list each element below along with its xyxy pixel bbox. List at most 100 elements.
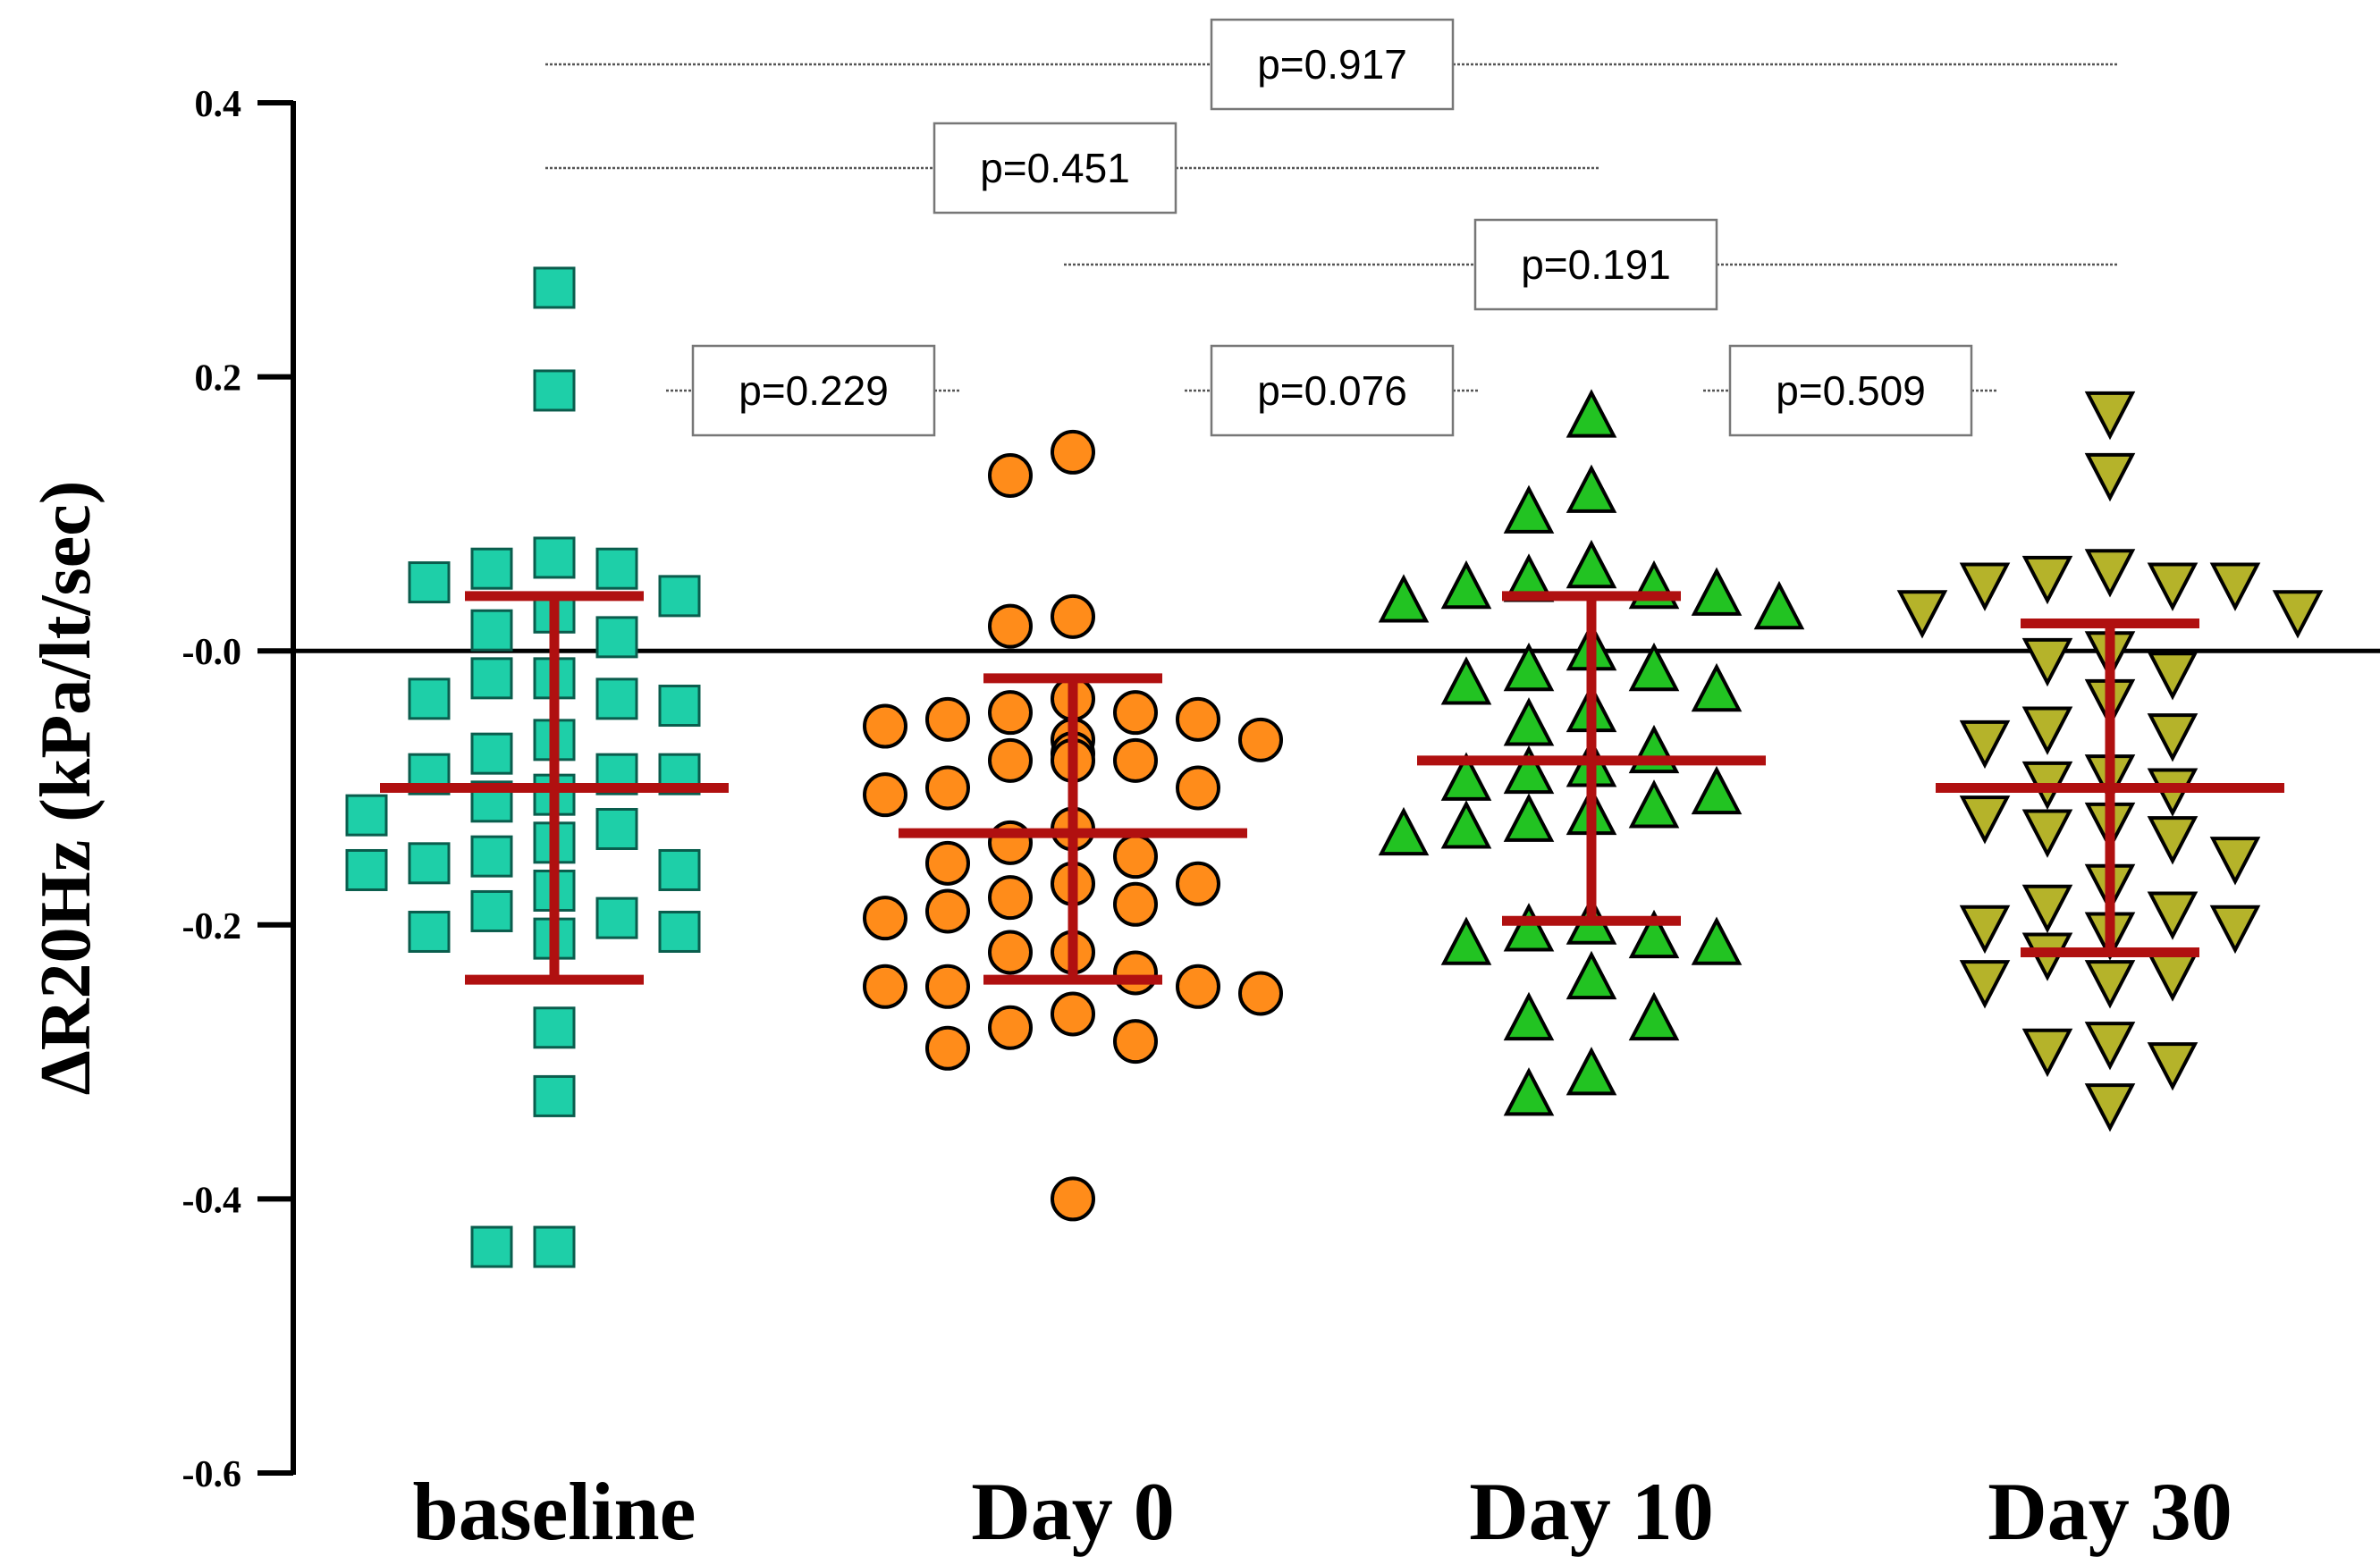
day-30-point xyxy=(1896,590,1948,639)
day-30-point xyxy=(2272,590,2324,639)
day-30-point xyxy=(2084,1022,2136,1071)
baseline-point xyxy=(658,910,701,953)
baseline-point xyxy=(533,369,576,412)
day-10-point xyxy=(1691,916,1743,965)
day-10-point xyxy=(1440,800,1492,849)
day-0-point xyxy=(1176,696,1220,742)
day-10-point xyxy=(1440,656,1492,705)
baseline-point xyxy=(533,1074,576,1117)
baseline-point xyxy=(345,848,388,891)
day-0-point xyxy=(863,772,907,818)
day-0-point xyxy=(1176,964,1220,1009)
baseline-point xyxy=(533,1006,576,1049)
y-axis-title: ΔR20Hz (kPa/lt/sec) xyxy=(27,481,105,1096)
day-10-point xyxy=(1628,779,1680,829)
baseline-point xyxy=(470,609,513,652)
day-0-point xyxy=(988,603,1033,649)
p-value-label: p=0.191 xyxy=(1521,241,1671,288)
day-30-point xyxy=(2147,713,2199,762)
day-0-point xyxy=(1051,991,1095,1037)
baseline-point xyxy=(408,910,451,953)
baseline-point xyxy=(533,1225,576,1268)
y-tick-label: 0.2 xyxy=(195,358,242,400)
baseline-point xyxy=(533,266,576,309)
day-10-point xyxy=(1503,1067,1555,1116)
day-10-point xyxy=(1503,903,1555,952)
p-value-label: p=0.229 xyxy=(738,367,889,414)
day-30-point xyxy=(2147,562,2199,611)
day-30-point xyxy=(1959,960,2011,1009)
day-0-point xyxy=(1238,717,1283,762)
day-30-point xyxy=(2021,555,2073,605)
day-0-point xyxy=(1113,881,1158,927)
day-0-point xyxy=(925,964,970,1009)
day-30-point xyxy=(2021,809,2073,858)
day-30-point xyxy=(2147,891,2199,940)
category-label-day-0: Day 0 xyxy=(971,1466,1174,1557)
baseline-point xyxy=(658,575,701,618)
day-10-point xyxy=(1566,1047,1617,1096)
day-10-point xyxy=(1503,484,1555,534)
day-30-point xyxy=(2021,884,2073,934)
p-value-box xyxy=(1473,218,1718,311)
p-value-box xyxy=(1728,344,1973,437)
day-0-point xyxy=(1113,1019,1158,1065)
day-10-point xyxy=(1566,389,1617,438)
baseline-point xyxy=(470,835,513,878)
day-10-point xyxy=(1440,916,1492,965)
comparison-brackets: p=0.917 p=0.451 p=0.191 p=0.229 p=0.076 p=0.5… xyxy=(545,18,2119,437)
day-10-point xyxy=(1691,765,1743,815)
day-0-point xyxy=(925,888,970,934)
day-30-point xyxy=(2084,452,2136,502)
day-10-point xyxy=(1503,642,1555,692)
day-30-point xyxy=(1959,720,2011,770)
day-10-point xyxy=(1440,560,1492,610)
day-0-point xyxy=(1176,765,1220,811)
day-0-point xyxy=(1176,861,1220,906)
p-value-box xyxy=(1210,18,1455,111)
baseline-point xyxy=(658,685,701,728)
p-value-box xyxy=(691,344,936,437)
baseline-point xyxy=(470,732,513,775)
day-30-point xyxy=(1959,562,2011,611)
day-30-point xyxy=(2147,652,2199,701)
y-tick-label: -0.6 xyxy=(182,1454,242,1495)
baseline-point xyxy=(470,547,513,590)
y-axis: 0.4 0.2 -0.0 -0.2 -0.4 -0.6 ΔR20Hz (kPa/lt/sec… xyxy=(27,84,296,1495)
baseline-point xyxy=(470,657,513,700)
day-10-point xyxy=(1503,697,1555,746)
day-10-point xyxy=(1378,806,1430,856)
day-0-point xyxy=(1051,593,1095,639)
day-30-point xyxy=(2021,706,2073,755)
baseline-point xyxy=(595,896,638,939)
day-30-point xyxy=(2147,816,2199,865)
day-30-point xyxy=(2209,837,2261,886)
day-10-point xyxy=(1628,909,1680,959)
day-0-point xyxy=(1051,1176,1095,1222)
day-30-point xyxy=(2147,953,2199,1002)
day-10-point xyxy=(1691,567,1743,616)
day-0-point xyxy=(925,765,970,811)
y-tick-label: 0.4 xyxy=(195,84,242,125)
day-0-point xyxy=(863,703,907,749)
day-0-point xyxy=(1113,737,1158,783)
baseline-point xyxy=(408,678,451,720)
day-0-point xyxy=(925,1025,970,1071)
day-0-point xyxy=(1113,690,1158,736)
day-30-point xyxy=(2084,1083,2136,1132)
day-0-point xyxy=(925,696,970,742)
category-label-baseline: baseline xyxy=(413,1466,696,1557)
baseline-point xyxy=(408,842,451,885)
day-30-point xyxy=(1959,905,2011,955)
p-value-label: p=0.076 xyxy=(1257,367,1407,414)
baseline-point xyxy=(470,1225,513,1268)
day-30-point xyxy=(2021,637,2073,687)
day-0-point xyxy=(863,896,907,941)
day-10-point xyxy=(1628,642,1680,692)
day-0-point xyxy=(1113,834,1158,879)
day-0-point xyxy=(988,737,1033,783)
category-labels: baseline Day 0 Day 10 Day 30 xyxy=(413,1466,2232,1557)
day-0-point xyxy=(988,930,1033,975)
day-30-point xyxy=(2084,391,2136,441)
